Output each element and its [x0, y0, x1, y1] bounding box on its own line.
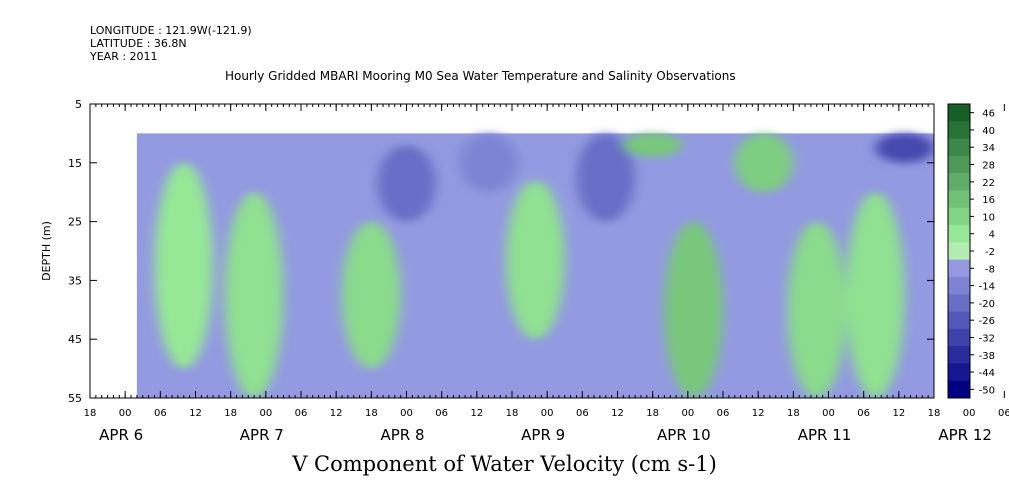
- colorbar-tick-label: -8: [985, 264, 995, 275]
- colorbar-swatch: [948, 363, 970, 382]
- colorbar-swatch: [948, 328, 970, 347]
- y-axis-label: DEPTH (m): [40, 221, 53, 281]
- colorbar-tick-label: -44: [979, 368, 995, 379]
- x-tick-label: 06: [576, 408, 589, 419]
- colorbar-tick-label: 46: [982, 109, 995, 120]
- x-tick-label: 12: [470, 408, 483, 419]
- colorbar-tick-label: 34: [982, 143, 995, 154]
- feature-7: [623, 133, 682, 157]
- colorbar-tick-label: 4: [989, 230, 995, 241]
- x-tick-label: 06: [857, 408, 870, 419]
- colorbar-swatch: [948, 311, 970, 330]
- x-date-label: APR 7: [240, 426, 284, 444]
- y-tick-label: 55: [68, 392, 82, 405]
- y-tick-label: 45: [68, 333, 82, 346]
- x-tick-label: 06: [295, 408, 308, 419]
- longitude-label: LONGITUDE : 121.9W(-121.9): [90, 24, 252, 37]
- feature-12: [875, 133, 934, 163]
- x-tick-label: 12: [611, 408, 624, 419]
- colorbar-swatch: [948, 190, 970, 209]
- x-tick-label: 06: [435, 408, 448, 419]
- feature-1: [224, 192, 284, 398]
- x-tick-label: 06: [998, 408, 1009, 419]
- y-tick-label: 25: [68, 216, 82, 229]
- feature-11: [846, 192, 905, 398]
- feature-2: [342, 221, 401, 369]
- colorbar-swatch: [948, 225, 970, 243]
- colorbar-swatch: [948, 346, 970, 364]
- x-tick-label: 00: [400, 408, 413, 419]
- colorbar-tick-label: -50: [979, 385, 995, 396]
- feature-9: [734, 133, 794, 193]
- colorbar-swatch: [948, 121, 970, 140]
- colorbar-swatch: [948, 173, 970, 191]
- x-tick-label: 12: [752, 408, 765, 419]
- colorbar-tick-label: -2: [985, 247, 995, 258]
- x-axis-label: V Component of Water Velocity (cm s-1): [292, 452, 717, 476]
- x-tick-label: 00: [822, 408, 835, 419]
- x-tick-label: 00: [963, 408, 976, 419]
- x-tick-label: 18: [787, 408, 800, 419]
- x-tick-label: 18: [84, 408, 97, 419]
- x-date-label: APR 12: [938, 426, 992, 444]
- x-tick-label: 12: [189, 408, 202, 419]
- x-tick-label: 18: [646, 408, 659, 419]
- x-tick-label: 00: [119, 408, 132, 419]
- colorbar-frame: [947, 103, 971, 399]
- x-tick-label: 00: [541, 408, 554, 419]
- colorbar-swatch: [948, 242, 970, 261]
- colorbar-swatch: [948, 104, 970, 122]
- x-tick-label: 00: [259, 408, 272, 419]
- y-tick-label: 15: [68, 157, 82, 170]
- feature-8: [664, 221, 723, 398]
- x-tick-label: 18: [224, 408, 237, 419]
- colorbar-tick-label: -14: [979, 282, 995, 293]
- chart-title: Hourly Gridded MBARI Mooring M0 Sea Wate…: [225, 69, 736, 83]
- feature-3: [377, 145, 436, 222]
- colorbar-tick-label: -32: [979, 333, 995, 344]
- x-tick-label: 06: [717, 408, 730, 419]
- colorbar-swatch: [948, 294, 970, 313]
- colorbar-tick-label: 40: [982, 126, 995, 137]
- colorbar-swatch: [948, 207, 970, 226]
- x-date-label: APR 9: [521, 426, 565, 444]
- x-tick-label: 18: [365, 408, 378, 419]
- x-date-label: APR 8: [380, 426, 424, 444]
- x-tick-label: 18: [928, 408, 941, 419]
- y-tick-label: 5: [75, 98, 82, 111]
- y-tick-label: 35: [68, 274, 82, 287]
- colorbar-tick-label: 16: [982, 195, 995, 206]
- feature-4: [459, 133, 518, 193]
- colorbar-tick-label: 28: [982, 161, 995, 172]
- colorbar-swatch: [948, 276, 970, 295]
- feature-0: [154, 162, 214, 369]
- colorbar-tick-label: -20: [979, 299, 995, 310]
- x-tick-label: 12: [892, 408, 905, 419]
- colorbar-tick-label: 10: [982, 212, 995, 223]
- colorbar-tick-label: -38: [979, 351, 995, 362]
- colorbar-tick-label: -26: [979, 316, 995, 327]
- x-tick-label: 00: [681, 408, 694, 419]
- colorbar-swatch: [948, 155, 970, 174]
- year-label: YEAR : 2011: [90, 50, 158, 63]
- x-date-label: APR 10: [657, 426, 711, 444]
- feature-10: [787, 221, 847, 398]
- x-tick-label: 12: [330, 408, 343, 419]
- colorbar-swatch: [948, 138, 970, 157]
- feature-group: [154, 133, 934, 398]
- velocity-field: [136, 133, 934, 398]
- x-date-label: APR 6: [99, 426, 143, 444]
- x-tick-label: 06: [154, 408, 167, 419]
- colorbar-swatch: [948, 380, 970, 399]
- colorbar: 46 40 34 28 22 16 10 4 -2 -8 -14 -20 -26 -32 -38 -44 -50: [947, 103, 995, 399]
- colorbar-tick-label: 22: [982, 178, 995, 189]
- feature-6: [576, 133, 636, 222]
- x-date-label: APR 11: [798, 426, 852, 444]
- latitude-label: LATITUDE : 36.8N: [90, 37, 187, 50]
- x-tick-label: 18: [506, 408, 519, 419]
- colorbar-swatch: [948, 259, 970, 278]
- feature-5: [506, 180, 565, 340]
